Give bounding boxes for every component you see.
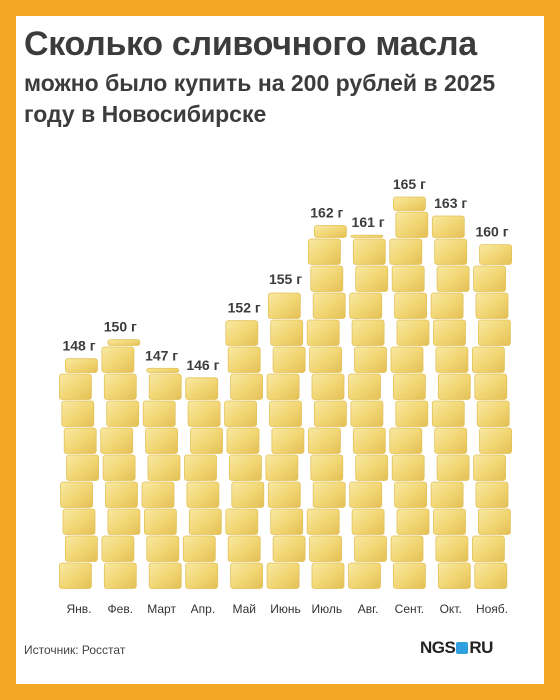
chart-title: Сколько сливочного масла: [24, 25, 477, 63]
data-label-1: 148 г: [62, 338, 95, 354]
butter-bar-4: [182, 377, 223, 589]
data-labels-group: 148 г 150 г 147 г 146 г 152 г 155 г 162 г 161 г…: [62, 176, 508, 373]
data-label-11: 160 г: [475, 224, 508, 240]
butter-bar-9: [389, 196, 430, 589]
data-label-3: 147 г: [145, 347, 178, 363]
data-label-6: 155 г: [269, 271, 302, 287]
logo-square-icon: [456, 642, 469, 654]
butter-bar-7: [306, 225, 347, 589]
butter-bar-6: [265, 292, 306, 589]
butter-bar-3: [141, 367, 182, 589]
x-tick-label-8: Авг.: [358, 602, 379, 616]
x-tick-label-10: Окт.: [440, 602, 462, 616]
data-label-10: 163 г: [434, 195, 467, 211]
bars-group: [59, 196, 513, 589]
butter-bar-10: [430, 215, 471, 589]
data-label-8: 161 г: [352, 214, 385, 230]
data-label-5: 152 г: [228, 300, 261, 316]
x-tick-label-1: Янв.: [66, 602, 91, 616]
x-tick-label-11: Нояб.: [476, 602, 508, 616]
logo-text-right: RU: [469, 638, 493, 657]
x-tick-labels-group: Янв. Фев. Март Апр. Май Июнь Июль Авг. Сент. Окт.…: [66, 602, 508, 616]
chart-subtitle: можно было купить на 200 рублей в 2025 г…: [24, 70, 496, 127]
data-label-9: 165 г: [393, 176, 426, 192]
x-tick-label-2: Фев.: [108, 602, 134, 616]
butter-bar-2: [100, 339, 141, 589]
data-label-7: 162 г: [310, 205, 343, 221]
butter-bar-8: [348, 234, 389, 589]
x-tick-label-9: Сент.: [395, 602, 424, 616]
x-tick-label-5: Май: [232, 602, 256, 616]
butter-bar-1: [59, 358, 99, 589]
x-tick-label-4: Апр.: [191, 602, 216, 616]
data-label-4: 146 г: [186, 357, 219, 373]
logo-text-left: NGS: [420, 638, 456, 657]
data-label-2: 150 г: [104, 319, 137, 335]
ngs-logo: NGS RU: [420, 638, 493, 658]
x-tick-label-7: Июль: [311, 602, 342, 616]
butter-bar-11: [471, 244, 513, 589]
source-note: Источник: Росстат: [24, 643, 126, 657]
butter-bar-5: [224, 320, 265, 589]
x-tick-label-6: Июнь: [270, 602, 301, 616]
x-tick-label-3: Март: [147, 602, 176, 616]
